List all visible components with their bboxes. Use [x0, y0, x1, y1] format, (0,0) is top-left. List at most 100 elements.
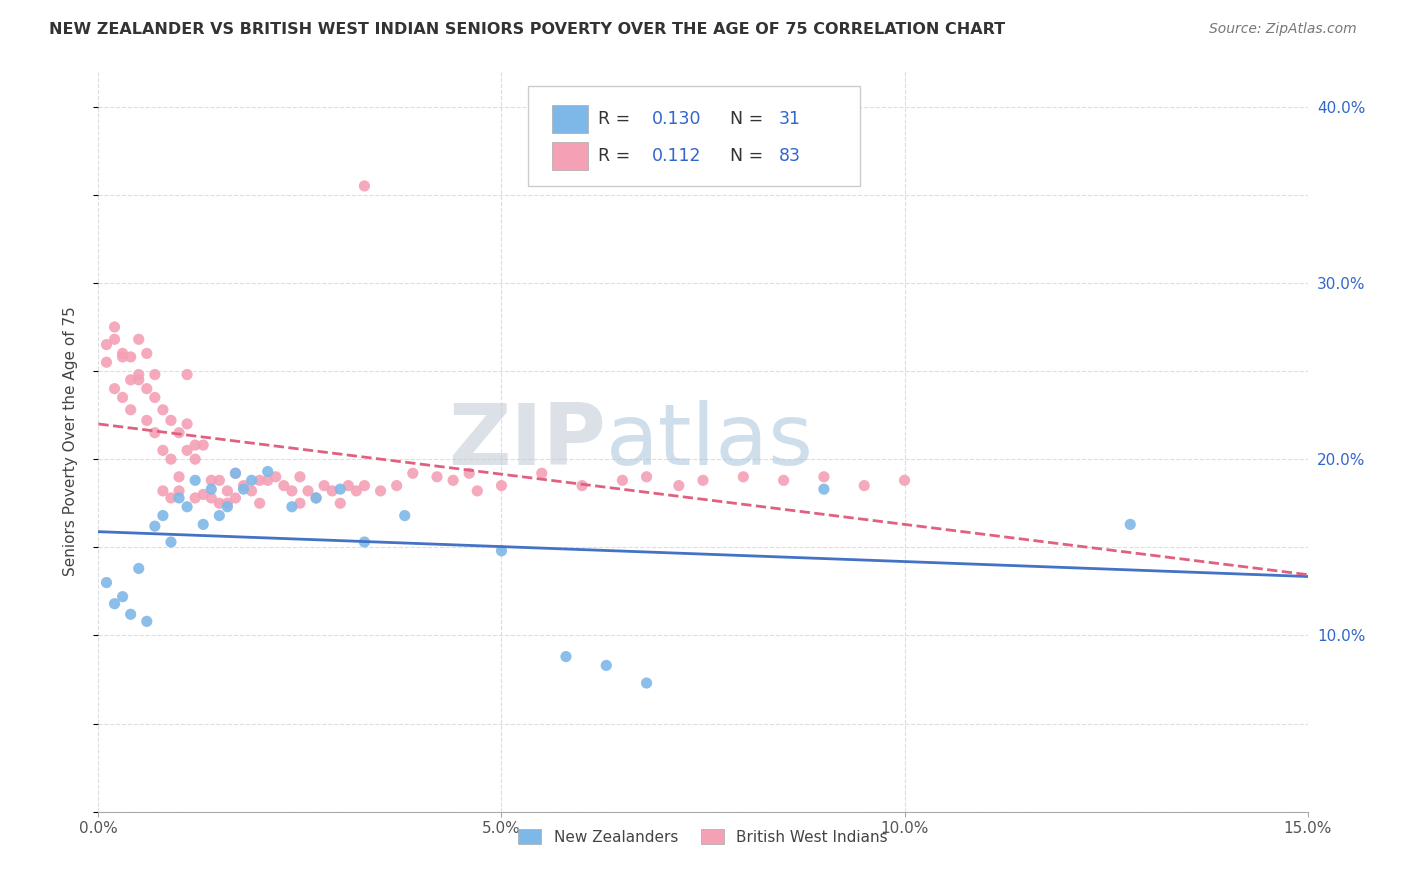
Point	[256, 473, 278, 487]
Point	[193, 487, 215, 501]
Point	[143, 391, 166, 405]
Text: Source: ZipAtlas.com: Source: ZipAtlas.com	[1209, 22, 1357, 37]
Point	[103, 597, 125, 611]
Point	[305, 491, 328, 505]
Point	[103, 332, 125, 346]
Text: R =: R =	[598, 110, 636, 128]
Point	[128, 561, 150, 575]
Point	[143, 519, 166, 533]
Point	[1119, 517, 1142, 532]
Point	[232, 482, 254, 496]
Point	[491, 478, 513, 492]
Point	[281, 483, 304, 498]
Point	[217, 483, 239, 498]
Point	[240, 473, 263, 487]
Point	[193, 438, 215, 452]
FancyBboxPatch shape	[527, 87, 860, 186]
Point	[249, 496, 271, 510]
Point	[120, 607, 142, 622]
Point	[167, 491, 190, 505]
Point	[184, 452, 207, 467]
Point	[176, 443, 198, 458]
Text: NEW ZEALANDER VS BRITISH WEST INDIAN SENIORS POVERTY OVER THE AGE OF 75 CORRELAT: NEW ZEALANDER VS BRITISH WEST INDIAN SEN…	[49, 22, 1005, 37]
Point	[612, 473, 634, 487]
Point	[491, 544, 513, 558]
Point	[249, 473, 271, 487]
Point	[813, 482, 835, 496]
Point	[402, 467, 425, 481]
Point	[636, 470, 658, 484]
Point	[143, 368, 166, 382]
Point	[120, 402, 142, 417]
Point	[135, 413, 157, 427]
Point	[200, 473, 222, 487]
Point	[329, 482, 352, 496]
Point	[853, 478, 876, 492]
Point	[208, 508, 231, 523]
Point	[772, 473, 794, 487]
Point	[152, 443, 174, 458]
Point	[353, 478, 375, 492]
Point	[394, 508, 416, 523]
Point	[288, 470, 311, 484]
Point	[813, 470, 835, 484]
Point	[893, 473, 915, 487]
Point	[337, 478, 360, 492]
Point	[160, 535, 183, 549]
Point	[208, 473, 231, 487]
Legend: New Zealanders, British West Indians: New Zealanders, British West Indians	[510, 821, 896, 852]
Point	[217, 500, 239, 514]
Point	[184, 491, 207, 505]
Point	[264, 470, 287, 484]
Y-axis label: Seniors Poverty Over the Age of 75: Seniors Poverty Over the Age of 75	[63, 307, 77, 576]
Point	[297, 483, 319, 498]
Point	[281, 500, 304, 514]
Point	[530, 467, 553, 481]
Point	[120, 350, 142, 364]
Point	[176, 500, 198, 514]
Point	[571, 478, 593, 492]
Text: N =: N =	[718, 147, 769, 165]
Text: atlas: atlas	[606, 400, 814, 483]
Text: ZIP: ZIP	[449, 400, 606, 483]
Point	[167, 425, 190, 440]
Point	[152, 483, 174, 498]
Point	[458, 467, 481, 481]
Point	[103, 382, 125, 396]
Point	[224, 467, 246, 481]
Point	[256, 465, 278, 479]
Text: R =: R =	[598, 147, 641, 165]
Point	[152, 402, 174, 417]
Point	[353, 535, 375, 549]
FancyBboxPatch shape	[551, 104, 588, 133]
Point	[167, 483, 190, 498]
Point	[344, 483, 367, 498]
Point	[208, 496, 231, 510]
Text: 0.130: 0.130	[652, 110, 702, 128]
Point	[200, 491, 222, 505]
Point	[668, 478, 690, 492]
Point	[103, 320, 125, 334]
Point	[111, 346, 134, 360]
Point	[217, 496, 239, 510]
Point	[152, 508, 174, 523]
Point	[143, 425, 166, 440]
Point	[96, 337, 118, 351]
Point	[595, 658, 617, 673]
Point	[240, 483, 263, 498]
Text: 31: 31	[779, 110, 801, 128]
Point	[224, 491, 246, 505]
Point	[321, 483, 343, 498]
Point	[167, 470, 190, 484]
Point	[353, 178, 375, 193]
Point	[555, 649, 578, 664]
Point	[184, 473, 207, 487]
Point	[176, 368, 198, 382]
Point	[370, 483, 392, 498]
Point	[111, 350, 134, 364]
Point	[733, 470, 755, 484]
Text: 83: 83	[779, 147, 801, 165]
Point	[288, 496, 311, 510]
Point	[184, 438, 207, 452]
Point	[135, 382, 157, 396]
